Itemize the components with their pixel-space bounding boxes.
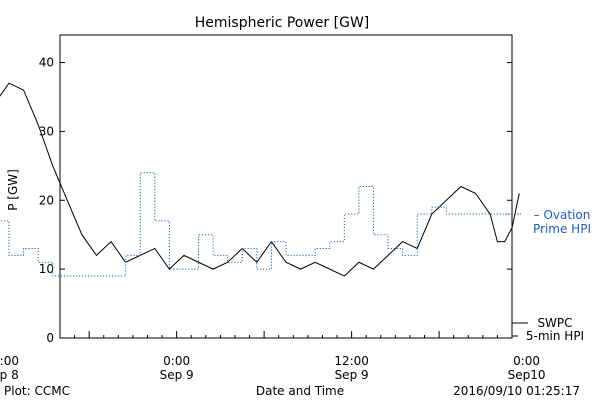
chart-title: Hemispheric Power [GW] — [195, 15, 370, 31]
ovation-series-line — [0, 172, 520, 277]
x-tick-date: Sep 9 — [335, 368, 369, 382]
y-axis-label: P [GW] — [6, 169, 20, 211]
swpc-legend-label: 5-min HPI — [526, 329, 584, 343]
x-tick-time: 0:00 — [513, 354, 540, 368]
plot-timestamp: 2016/09/10 01:25:17 — [453, 384, 580, 398]
ovation-legend-label: – Ovation — [534, 208, 591, 222]
swpc-legend-label: SWPC — [537, 316, 572, 330]
x-tick-date: Sep 9 — [160, 368, 194, 382]
x-tick-time: 0:00 — [163, 354, 190, 368]
y-tick-label: 10 — [39, 262, 54, 276]
y-tick-label: 0 — [46, 331, 54, 345]
ovation-legend-label: Prime HPI — [533, 222, 591, 236]
y-tick-label: 40 — [39, 56, 54, 70]
x-tick-date: Sep 8 — [0, 368, 19, 382]
y-tick-label: 30 — [39, 124, 54, 138]
series-layer — [0, 82, 520, 277]
y-tick-label: 20 — [39, 193, 54, 207]
y-axis: 0 10 20 30 40 — [39, 56, 512, 345]
x-tick-date: Sep10 — [508, 368, 546, 382]
plot-credit: Plot: CCMC — [4, 384, 70, 398]
x-tick-time: 12:00 — [334, 354, 369, 368]
swpc-series-line — [0, 82, 520, 277]
x-tick-time: 12:00 — [0, 354, 19, 368]
plot-frame — [59, 34, 513, 339]
